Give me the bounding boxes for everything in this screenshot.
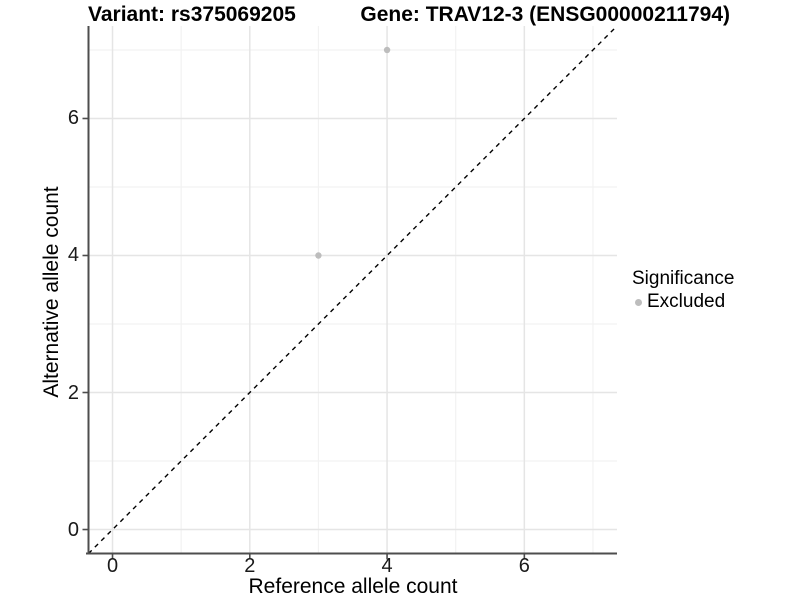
y-tick-label: 6 — [67, 107, 79, 130]
y-tick-label: 0 — [67, 518, 79, 541]
x-tick-label: 0 — [106, 555, 119, 577]
x-tick-label: 4 — [381, 555, 393, 577]
legend-items: Excluded — [632, 291, 734, 313]
data-point — [383, 46, 391, 54]
x-tick-label: 2 — [244, 555, 256, 577]
identity-dashed-line — [88, 25, 618, 554]
y-tick-label: 2 — [67, 381, 79, 404]
x-tick-label: 6 — [518, 555, 530, 577]
data-point — [315, 252, 322, 259]
plot-title-gene: Gene: TRAV12-3 (ENSG00000211794) — [360, 3, 730, 26]
legend: Significance Excluded — [632, 268, 734, 313]
plot-title-variant: Variant: rs375069205 — [88, 3, 296, 26]
y-tick-label: 4 — [67, 244, 79, 267]
legend-point-icon — [635, 298, 642, 306]
y-axis-title: Alternative allele count — [40, 186, 63, 398]
legend-item: Excluded — [632, 291, 734, 313]
x-axis-title: Reference allele count — [248, 575, 458, 598]
legend-item-label: Excluded — [647, 291, 726, 312]
legend-title: Significance — [632, 268, 735, 289]
